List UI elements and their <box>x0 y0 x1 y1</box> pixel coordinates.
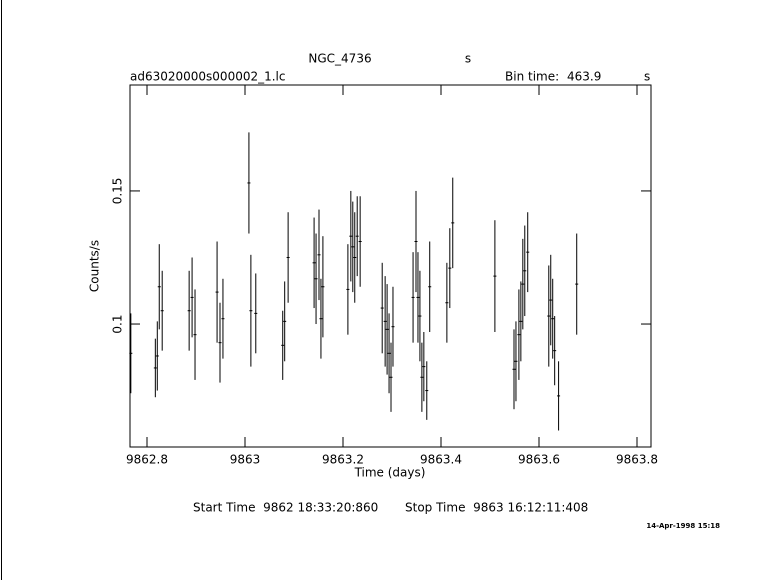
bin-time-unit: s <box>644 70 650 84</box>
title-unit: s <box>465 52 471 66</box>
y-tick-label: 0.15 <box>111 178 125 205</box>
timestamp: 14-Apr-1998 15:18 <box>646 522 720 530</box>
file-name: ad63020000s000002_1.lc <box>130 70 286 84</box>
y-axis-label: Counts/s <box>88 240 102 292</box>
stop-time: Stop Time 9863 16:12:11:408 <box>405 501 588 515</box>
x-tick-label: 9863 <box>230 453 261 467</box>
x-tick-label: 9863.4 <box>420 453 462 467</box>
bin-time: 463.9 <box>567 70 601 84</box>
x-tick-label: 9863.2 <box>322 453 364 467</box>
x-tick-label: 9862.8 <box>126 453 168 467</box>
x-tick-label: 9863.6 <box>518 453 560 467</box>
plot-frame <box>129 84 652 448</box>
start-time: Start Time 9862 18:33:20:860 <box>193 501 378 515</box>
x-tick-label: 9863.8 <box>616 453 658 467</box>
chart-title: NGC_4736 <box>308 52 371 66</box>
bin-time-label: Bin time: <box>505 70 559 84</box>
y-tick-label: 0.1 <box>111 314 125 333</box>
x-axis-label: Time (days) <box>354 466 426 480</box>
